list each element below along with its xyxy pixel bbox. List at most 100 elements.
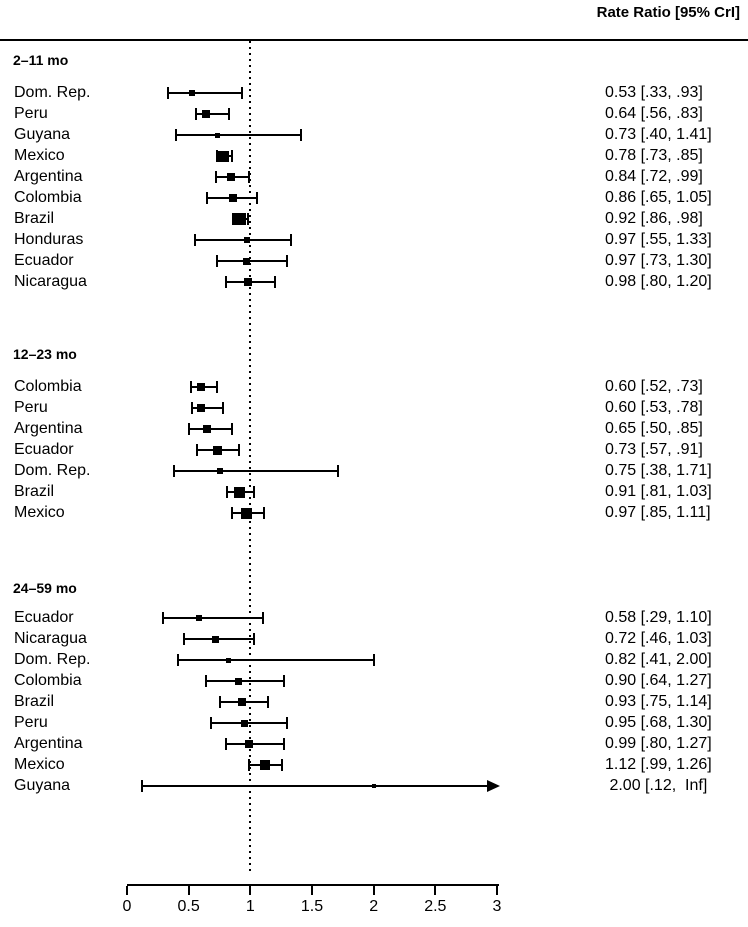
forest-row: Nicaragua 0.98 [.80, 1.20] <box>0 272 748 292</box>
point-estimate-marker <box>243 257 251 265</box>
country-label: Colombia <box>14 378 82 395</box>
point-estimate-marker <box>217 150 229 162</box>
row-annotation: 0.97 [.73, 1.30] <box>605 252 712 269</box>
row-annotation: 0.92 [.86, .98] <box>605 210 703 227</box>
country-label: Nicaragua <box>14 630 87 647</box>
row-annotation: 0.53 [.33, .93] <box>605 84 703 101</box>
ci-cap-left <box>176 654 179 666</box>
x-axis-tick-label: 2 <box>369 898 379 915</box>
ci-cap-right <box>299 129 302 141</box>
forest-row: Brazil 0.93 [.75, 1.14] <box>0 692 748 712</box>
ci-cap-right <box>228 108 231 120</box>
ci-line <box>194 239 292 241</box>
row-annotation: 0.65 [.50, .85] <box>605 420 703 437</box>
forest-row: Honduras 0.97 [.55, 1.33] <box>0 230 748 250</box>
country-label: Colombia <box>14 672 82 689</box>
point-estimate-marker <box>241 507 253 519</box>
forest-row: Colombia 0.86 [.65, 1.05] <box>0 188 748 208</box>
ci-cap-right <box>261 612 264 624</box>
ci-line <box>176 134 301 136</box>
ci-cap-left <box>187 423 190 435</box>
country-label: Peru <box>14 714 48 731</box>
ci-cap-left <box>224 738 227 750</box>
ci-cap-right <box>286 717 289 729</box>
country-label: Ecuador <box>14 609 74 626</box>
forest-row: Peru 0.64 [.56, .83] <box>0 104 748 124</box>
ci-cap-left <box>196 444 199 456</box>
row-annotation: 0.78 [.73, .85] <box>605 147 703 164</box>
forest-row: Dom. Rep. 0.53 [.33, .93] <box>0 83 748 103</box>
point-estimate-marker <box>226 173 235 181</box>
point-estimate-marker <box>225 657 231 663</box>
point-estimate-marker <box>240 719 248 727</box>
x-axis-tick-label: 3 <box>492 898 502 915</box>
ci-cap-left <box>182 633 185 645</box>
ci-cap-left <box>140 780 143 792</box>
ci-cap-left <box>248 759 251 771</box>
point-estimate-marker <box>214 132 220 138</box>
ci-cap-left <box>216 150 219 162</box>
forest-row: Ecuador 0.73 [.57, .91] <box>0 440 748 460</box>
ci-cap-right <box>222 402 225 414</box>
point-estimate-marker <box>234 677 242 685</box>
row-annotation: 0.82 [.41, 2.00] <box>605 651 712 668</box>
ci-cap-right <box>281 759 284 771</box>
x-axis-tick <box>434 886 437 895</box>
ci-cap-left <box>195 108 198 120</box>
row-annotation: 0.75 [.38, 1.71] <box>605 462 712 479</box>
x-axis-tick-label: 1 <box>245 898 255 915</box>
row-annotation: 0.64 [.56, .83] <box>605 105 703 122</box>
ci-line <box>196 113 230 115</box>
ci-cap-left <box>225 486 228 498</box>
column-header-rate-ratio: Rate Ratio [95% CrI] <box>596 4 740 21</box>
forest-row: Dom. Rep. 0.75 [.38, 1.71] <box>0 461 748 481</box>
reference-line <box>249 41 252 872</box>
row-annotation: 0.58 [.29, 1.10] <box>605 609 712 626</box>
point-estimate-marker <box>229 194 238 202</box>
row-annotation: 0.93 [.75, 1.14] <box>605 693 712 710</box>
forest-row: Mexico 0.78 [.73, .85] <box>0 146 748 166</box>
country-label: Brazil <box>14 210 55 227</box>
point-estimate-marker <box>233 486 245 498</box>
row-annotation: 0.98 [.80, 1.20] <box>605 273 712 290</box>
forest-row: Argentina 0.65 [.50, .85] <box>0 419 748 439</box>
row-annotation: 0.95 [.68, 1.30] <box>605 714 712 731</box>
ci-cap-right <box>274 276 276 288</box>
ci-cap-right <box>238 444 241 456</box>
ci-cap-left <box>216 255 219 267</box>
row-annotation: 0.72 [.46, 1.03] <box>605 630 712 647</box>
country-label: Brazil <box>14 483 55 500</box>
ci-line <box>173 470 338 472</box>
row-annotation: 2.00 [.12, Inf] <box>605 777 708 794</box>
country-label: Peru <box>14 105 48 122</box>
x-axis-tick-label: 0 <box>122 898 132 915</box>
ci-cap-left <box>224 276 227 288</box>
point-estimate-marker <box>212 635 220 643</box>
point-estimate-marker <box>245 740 254 748</box>
country-label: Brazil <box>14 693 55 710</box>
ci-cap-right <box>253 486 256 498</box>
ci-cap-right <box>286 255 289 267</box>
country-label: Honduras <box>14 231 84 248</box>
row-annotation: 0.97 [.55, 1.33] <box>605 231 712 248</box>
top-rule <box>0 39 748 41</box>
x-axis-tick <box>126 886 128 895</box>
ci-cap-left <box>204 675 207 687</box>
forest-row: Mexico 1.12 [.99, 1.26] <box>0 755 748 775</box>
ci-cap-right <box>230 150 233 162</box>
forest-row: Colombia 0.60 [.52, .73] <box>0 377 748 397</box>
row-annotation: 0.99 [.80, 1.27] <box>605 735 712 752</box>
ci-cap-right <box>240 87 243 99</box>
row-annotation: 0.97 [.85, 1.11] <box>605 504 711 521</box>
point-estimate-marker <box>234 213 247 225</box>
forest-row: Peru 0.60 [.53, .78] <box>0 398 748 418</box>
ci-cap-right <box>253 633 256 645</box>
ci-line <box>167 92 242 94</box>
forest-row: Brazil 0.92 [.86, .98] <box>0 209 748 229</box>
country-label: Argentina <box>14 420 83 437</box>
ci-cap-right <box>248 171 251 183</box>
row-annotation: 0.91 [.81, 1.03] <box>605 483 712 500</box>
country-label: Colombia <box>14 189 82 206</box>
country-label: Mexico <box>14 147 65 164</box>
